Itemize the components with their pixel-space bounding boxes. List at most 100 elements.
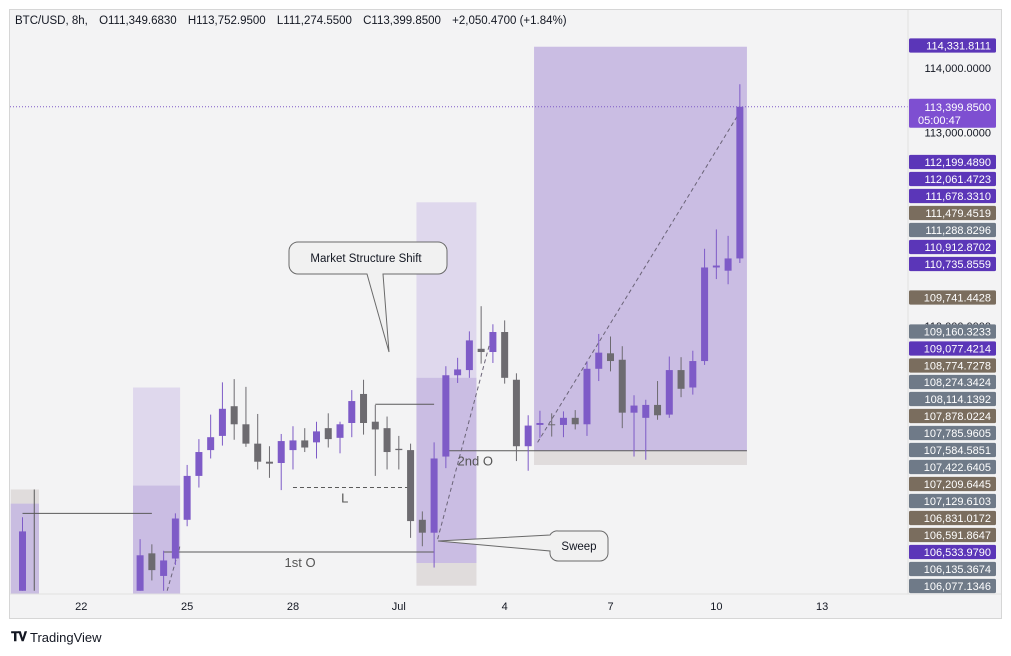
price-tag-box: [909, 154, 996, 170]
price-tag-box: [909, 442, 996, 458]
price-tag-box: [909, 459, 996, 475]
diagonal-two: [437, 340, 492, 540]
price-tag: 108,774.7278: [909, 358, 996, 373]
price-tag-box: [909, 290, 996, 305]
candle-body: [630, 405, 638, 413]
candle-body: [218, 408, 226, 436]
candle-body: [595, 352, 603, 369]
candle-body: [736, 106, 744, 259]
price-tag: 111,479.4519: [909, 205, 996, 221]
time-axis-label: 7: [607, 601, 613, 613]
candle-body: [665, 370, 673, 415]
chart-header: BTC/USD, 8h, O111,349.6830 H113,752.9500…: [15, 15, 575, 27]
candle-body: [395, 448, 403, 451]
price-tag-box: [909, 561, 996, 577]
candle-body: [230, 406, 238, 425]
price-tag: 112,199.4890: [909, 154, 996, 170]
candle-body: [360, 393, 368, 423]
price-tag-box: [909, 324, 996, 339]
price-tag-box: [909, 510, 996, 526]
price-tag: 110,735.8559: [909, 256, 996, 272]
symbol-label[interactable]: BTC/USD, 8h,: [15, 15, 88, 27]
high-value: H113,752.9500: [187, 15, 266, 27]
candle-body: [701, 267, 709, 362]
candle-body: [324, 428, 332, 440]
price-tag-box: [909, 544, 996, 560]
low-value: L111,274.5500: [276, 15, 352, 27]
price-tag: 114,331.8111: [909, 38, 996, 53]
candle-body: [383, 428, 391, 453]
tradingview-footer[interactable]: 𝐓𝐕 TradingView: [11, 629, 102, 645]
candle-body: [301, 440, 309, 448]
candle-body: [571, 417, 579, 425]
candle-body: [242, 424, 250, 444]
candle-body: [195, 452, 203, 476]
price-tag: 109,077.4214: [909, 341, 996, 356]
tradingview-logo-icon: 𝐓𝐕: [11, 629, 27, 644]
price-axis-label: 114,000.0000: [925, 63, 991, 75]
price-tag-box: [909, 425, 996, 441]
sweep-callout-bubble: [437, 530, 609, 562]
candle-body: [724, 258, 732, 271]
price-tag-box: [909, 222, 996, 238]
second-o-label: 2nd O: [458, 454, 493, 469]
candle-body: [477, 348, 485, 353]
price-tag-box: [909, 493, 996, 509]
time-axis-label: 22: [75, 601, 87, 613]
price-tag-box: [909, 341, 996, 356]
candle-body: [160, 560, 168, 576]
candle-body: [677, 370, 685, 389]
price-tag-text: 106,533.9790: [924, 547, 991, 559]
price-tag-box: [909, 188, 996, 204]
candle-body: [371, 421, 379, 430]
price-tag-text: 107,584.5851: [924, 445, 991, 457]
time-axis-label: 4: [502, 601, 508, 613]
price-tag: 111,678.3310: [909, 188, 996, 204]
price-tag-box: [909, 527, 996, 543]
zone-three-fill: [534, 46, 747, 451]
candle-body: [348, 401, 356, 423]
candle-body: [148, 553, 156, 571]
price-tag: 109,741.4428: [909, 290, 996, 305]
diagonal-one: [166, 545, 181, 591]
price-tag-box: [909, 391, 996, 407]
price-tag-box: [909, 358, 996, 373]
candle-body: [559, 417, 567, 425]
price-tag-text: 108,274.3424: [924, 377, 991, 389]
current-price-tag-box: [909, 98, 996, 128]
zone-three-gray: [534, 450, 747, 465]
price-tag-text: 106,135.3674: [924, 564, 991, 576]
price-tag: 107,209.6445: [909, 476, 996, 492]
price-tag: 107,785.9605: [909, 425, 996, 441]
mss-callout-text: Market Structure Shift: [310, 253, 422, 265]
price-tag-box: [909, 408, 996, 424]
price-tag-text: 111,479.4519: [925, 208, 991, 220]
candle-body: [407, 450, 415, 522]
sweep-callout: Sweep: [437, 530, 609, 562]
candle-body: [548, 424, 556, 426]
price-tag-box: [909, 205, 996, 221]
candle-body: [536, 422, 544, 425]
price-tag: 107,422.6405: [909, 459, 996, 475]
candle-body: [501, 332, 509, 378]
price-tag: 107,129.6103: [909, 493, 996, 509]
price-tag: 106,135.3674: [909, 561, 996, 577]
candle-body: [136, 555, 144, 591]
time-axis-label: Jul: [392, 601, 406, 613]
mss-callout: Market Structure Shift: [288, 241, 448, 353]
price-tag-text: 108,114.1392: [925, 394, 991, 406]
price-tag-box: [909, 256, 996, 272]
candle-body: [313, 431, 320, 443]
candle-body: [454, 369, 462, 376]
candle-body: [465, 340, 473, 371]
price-tag-text: 107,785.9605: [924, 428, 991, 440]
price-tag: 108,274.3424: [909, 374, 996, 390]
candle-body: [689, 361, 697, 388]
plot-area: 1st O 2nd O L: [10, 46, 908, 594]
price-tag: 106,533.9790: [909, 544, 996, 560]
price-tag: 107,878.0224: [909, 408, 996, 424]
current-price-tag-price: 113,399.8500: [925, 102, 991, 114]
candle-body: [489, 332, 497, 353]
candle-body: [289, 440, 297, 451]
